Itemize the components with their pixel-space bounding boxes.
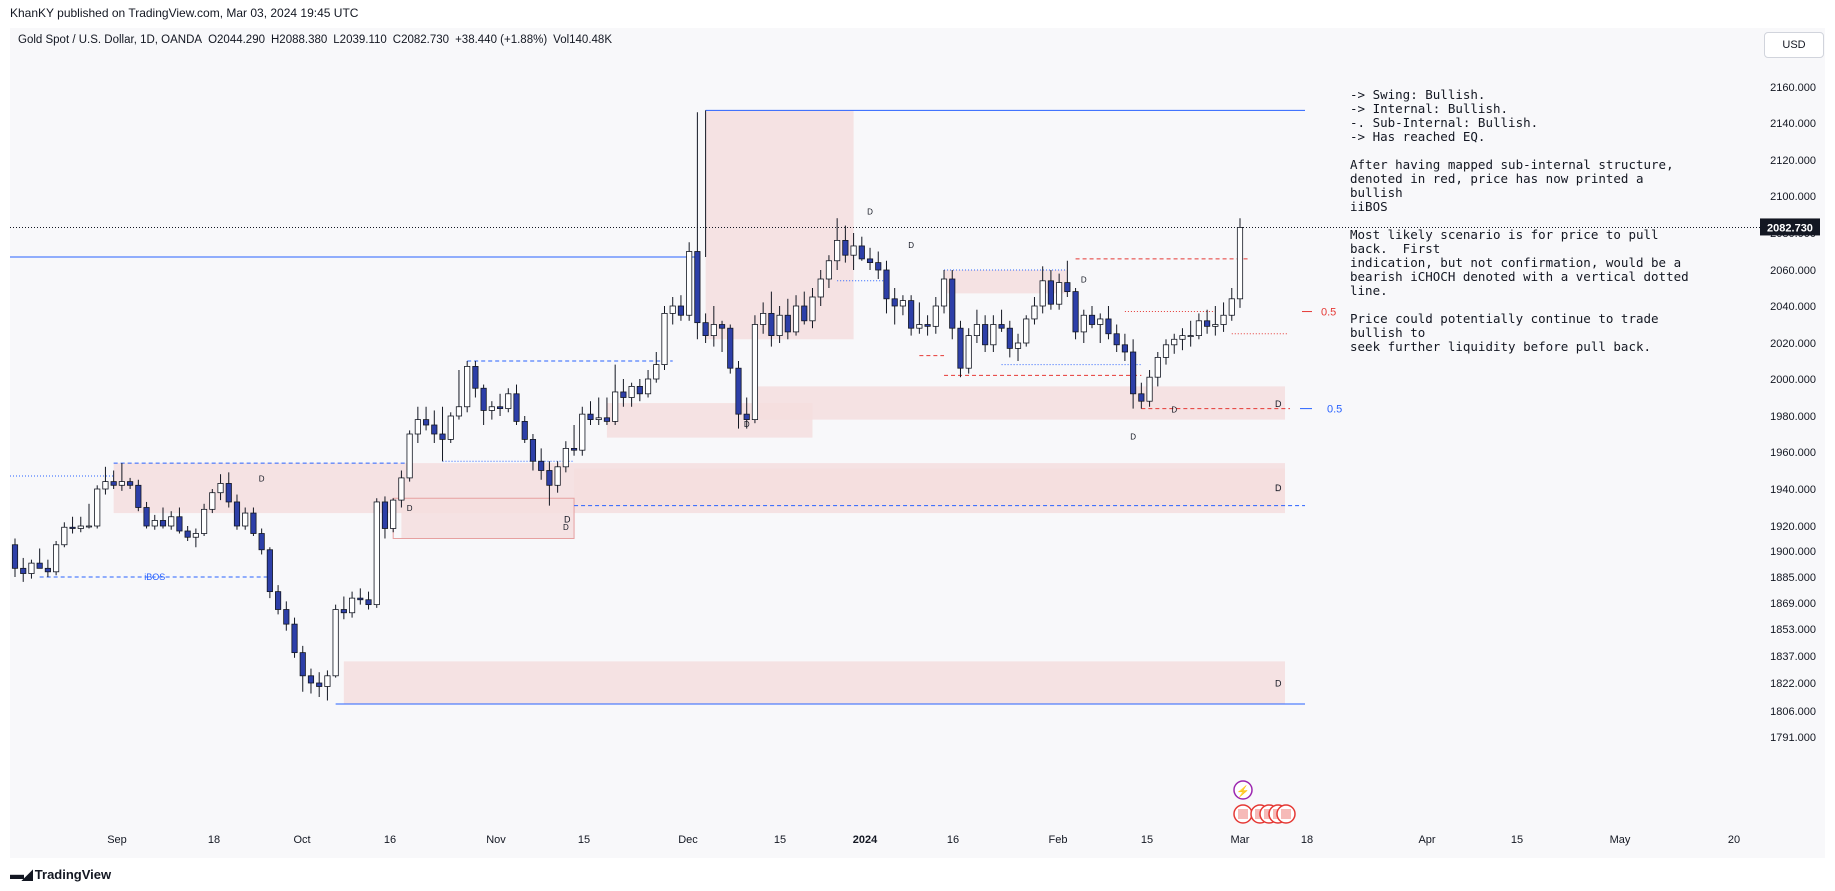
analysis-notes: -> Swing: Bullish. -> Internal: Bullish. -… — [1350, 88, 1700, 354]
note-line: Most likely scenario is for price to pul… — [1350, 227, 1667, 256]
note-line: -> Has reached EQ. — [1350, 129, 1486, 144]
tradingview-logo-icon: ▬◢ — [10, 866, 33, 882]
volume-value: Vol140.48K — [553, 34, 612, 46]
note-line: After having mapped sub-internal structu… — [1350, 157, 1674, 172]
tradingview-footer[interactable]: ▬◢ TradingView — [10, 866, 111, 883]
symbol-legend: Gold Spot / U.S. Dollar, 1D, OANDA O2044… — [18, 34, 612, 46]
brand-name: TradingView — [34, 867, 112, 882]
note-line — [1350, 214, 1700, 228]
ohlc-change: +38.440 (+1.88%) — [455, 34, 548, 46]
note-line: indication, but not confirmation, would … — [1350, 255, 1682, 270]
ohlc-high: H2088.380 — [271, 34, 328, 46]
note-line: -> Swing: Bullish. — [1350, 87, 1486, 102]
note-line: seek further liquidity before pull back. — [1350, 339, 1652, 354]
note-line: Price could potentially continue to trad… — [1350, 311, 1667, 340]
note-line: line. — [1350, 283, 1388, 298]
ohlc-open: O2044.290 — [208, 34, 265, 46]
note-line — [1350, 298, 1700, 312]
note-line: -> Internal: Bullish. — [1350, 101, 1509, 116]
publisher-line: KhanKY published on TradingView.com, Mar… — [10, 6, 359, 20]
note-line: -. Sub-Internal: Bullish. — [1350, 115, 1539, 130]
ohlc-low: L2039.110 — [333, 34, 387, 46]
note-line: iiBOS — [1350, 199, 1388, 214]
chart-frame[interactable] — [10, 28, 1825, 858]
note-line — [1350, 144, 1700, 158]
symbol-name[interactable]: Gold Spot / U.S. Dollar, 1D, OANDA — [18, 34, 203, 46]
note-line: denoted in red, price has now printed a … — [1350, 171, 1652, 200]
ohlc-close: C2082.730 — [392, 34, 450, 46]
currency-button[interactable]: USD — [1764, 32, 1824, 58]
note-line: bearish iCHOCH denoted with a vertical d… — [1350, 269, 1689, 284]
